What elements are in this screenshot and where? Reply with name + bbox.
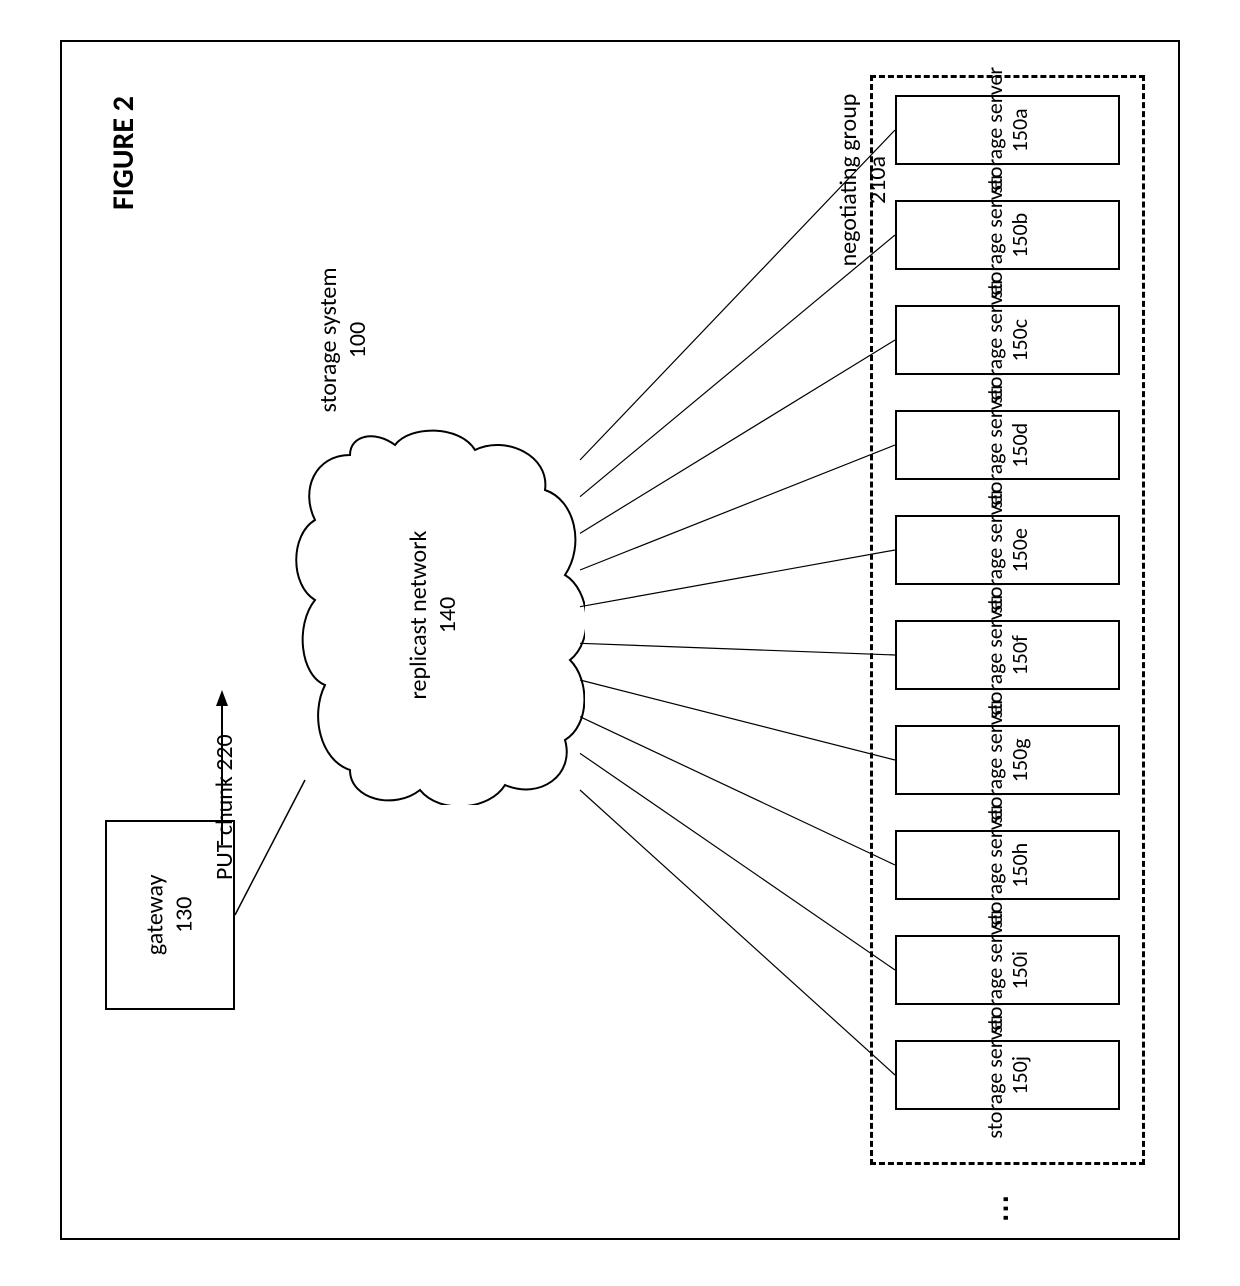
server-ref: 150j (1006, 1056, 1033, 1095)
storage-server-box: storage server150c (895, 305, 1120, 375)
figure-title: FIGURE 2 (105, 96, 142, 210)
storage-system-label: storage system 100 (315, 240, 375, 440)
cloud-label: replicast network 140 (405, 525, 465, 705)
storage-server-box: storage server150d (895, 410, 1120, 480)
gateway-text: gateway (140, 875, 169, 956)
storage-server-box: storage server150a (895, 95, 1120, 165)
server-ref: 150g (1006, 738, 1033, 782)
storage-server-box: storage server150h (895, 830, 1120, 900)
cloud-ref: 140 (433, 597, 462, 634)
storage-system-ref: 100 (343, 322, 372, 359)
server-ref: 150e (1006, 528, 1033, 572)
server-ref: 150f (1006, 635, 1033, 675)
storage-server-box: storage server150f (895, 620, 1120, 690)
storage-server-box: storage server150j (895, 1040, 1120, 1110)
neg-group-text: negotiating group (834, 94, 863, 267)
storage-system-text: storage system (314, 267, 343, 412)
gateway-box: gateway 130 (105, 820, 235, 1010)
server-ref: 150h (1006, 842, 1033, 887)
server-ref: 150b (1006, 212, 1033, 257)
cloud-text: replicast network (404, 531, 433, 700)
storage-server-box: storage server150b (895, 200, 1120, 270)
ellipsis: ⋯ (988, 1193, 1023, 1223)
server-ref: 150c (1006, 319, 1033, 362)
gateway-ref: 130 (169, 897, 198, 934)
server-ref: 150d (1006, 422, 1033, 467)
storage-server-box: storage server150i (895, 935, 1120, 1005)
storage-server-box: storage server150e (895, 515, 1120, 585)
server-ref: 150i (1006, 951, 1033, 990)
server-ref: 150a (1006, 108, 1033, 152)
server-label: storage server (981, 1012, 1008, 1139)
storage-server-box: storage server150g (895, 725, 1120, 795)
